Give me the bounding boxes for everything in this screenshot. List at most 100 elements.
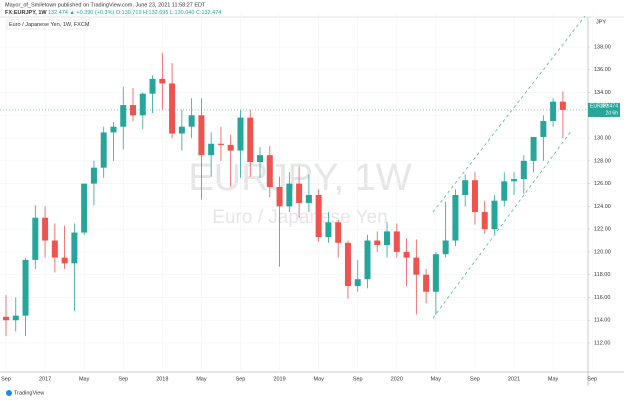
x-tick-label: Sep: [353, 376, 363, 382]
candle-body: [100, 132, 107, 168]
x-tick-label: May: [431, 376, 442, 382]
y-tick-label: 120.00: [594, 249, 611, 255]
candle-body: [471, 180, 478, 213]
candle-body: [364, 240, 371, 280]
candle-body: [266, 155, 273, 188]
candle-body: [257, 155, 264, 162]
candle-body: [139, 93, 146, 116]
candle-body: [120, 105, 127, 127]
candle-body: [71, 232, 78, 264]
candle-body: [12, 315, 19, 321]
candle-body: [559, 101, 566, 110]
y-tick-label: 138.00: [594, 44, 611, 50]
candle-body: [491, 200, 498, 230]
x-tick-label: Sep: [118, 376, 128, 382]
y-tick-label: 116.00: [594, 295, 610, 301]
candle-body: [61, 257, 68, 264]
candle-body: [511, 179, 518, 182]
x-tick-label: Sep: [587, 376, 597, 382]
publisher: Mayor_of_Smiletown published on TradingV…: [5, 2, 206, 8]
candle-body: [286, 183, 293, 207]
x-tick-label: 2020: [391, 376, 403, 382]
candle-body: [247, 117, 254, 162]
candle-body: [188, 115, 195, 127]
y-tick-label: 114.00: [594, 318, 610, 324]
x-tick-label: 2019: [273, 376, 285, 382]
price-label-price: 132.474: [600, 104, 618, 110]
candle-body: [32, 217, 39, 260]
x-tick-label: Sep: [236, 376, 246, 382]
candle-body: [540, 121, 547, 137]
candle-body: [110, 126, 117, 133]
candle-body: [178, 126, 185, 134]
logo: [6, 390, 12, 396]
candle-body: [335, 222, 342, 243]
y-tick-label: 118.00: [594, 272, 610, 278]
candle-body: [296, 183, 303, 203]
candle-body: [42, 217, 49, 241]
x-tick-label: May: [79, 376, 90, 382]
x-tick-label: 2021: [508, 376, 520, 382]
candle-body: [227, 144, 234, 151]
candle-body: [217, 143, 224, 145]
candle-body: [432, 254, 439, 292]
candle-body: [325, 222, 332, 238]
price-label-countdown: 2d 6h: [605, 111, 618, 117]
y-tick-label: 122.00: [594, 227, 611, 233]
candle-body: [462, 180, 469, 195]
y-tick-label: 136.00: [594, 67, 611, 73]
candle-body: [22, 259, 29, 316]
legend: Euro / Japanese Yen, 1W, FXCM: [9, 22, 90, 28]
y-tick-label: 126.00: [594, 181, 611, 187]
candle-body: [423, 274, 430, 292]
x-tick-label: 2017: [39, 376, 51, 382]
channel-line: [432, 129, 573, 319]
watermark-name: Euro / Japanese Yen: [212, 207, 387, 228]
candle-body: [413, 257, 420, 275]
candle-body: [169, 83, 176, 134]
candle-body: [530, 136, 537, 161]
x-tick-label: May: [196, 376, 207, 382]
y-tick-label: 130.00: [594, 136, 611, 142]
candle-body: [520, 160, 527, 180]
candle-body: [481, 212, 488, 230]
y-tick-label: 124.00: [594, 204, 611, 210]
candle-body: [384, 231, 391, 246]
x-tick-label: May: [548, 376, 559, 382]
y-tick-label: 112.00: [594, 340, 610, 346]
x-tick-label: Sep: [1, 376, 11, 382]
candle-body: [354, 279, 361, 287]
quote: 132.474 ▲ +0.390 (+0.3%) O:130.719 H:132…: [48, 10, 221, 16]
candle-body: [237, 117, 244, 151]
plot: 112.00 114.00 116.00 118.00 120.00 122.00 124.…: [0, 14, 611, 382]
footer: TradingView: [14, 390, 44, 396]
candle-body: [442, 240, 449, 255]
candle-body: [130, 105, 137, 116]
candle-body: [374, 240, 381, 246]
candle-body: [81, 183, 88, 233]
price-label-symbol: EURJPY: [590, 104, 610, 110]
x-tick-label: 2018: [156, 376, 168, 382]
candle-body: [90, 167, 97, 184]
x-tick-label: May: [313, 376, 324, 382]
candle-body: [393, 231, 400, 252]
candle-body: [276, 187, 283, 207]
channel-line: [432, 15, 586, 213]
candle-body: [198, 115, 205, 156]
candle-body: [149, 78, 156, 94]
candle-body: [501, 181, 508, 201]
candle-body: [315, 194, 322, 238]
symbol: FX:EURJPY, 1W: [5, 10, 47, 16]
y-tick-label: 128.00: [594, 158, 611, 164]
candle-body: [305, 194, 312, 203]
currency: JPY: [596, 19, 606, 25]
candle-body: [344, 242, 351, 287]
legend-box: [6, 19, 88, 30]
price-label-box: [588, 102, 620, 117]
candle-body: [3, 316, 9, 321]
candle-body: [452, 194, 459, 241]
x-tick-label: Sep: [470, 376, 480, 382]
candle-body: [208, 143, 215, 156]
candle-body: [51, 240, 58, 258]
